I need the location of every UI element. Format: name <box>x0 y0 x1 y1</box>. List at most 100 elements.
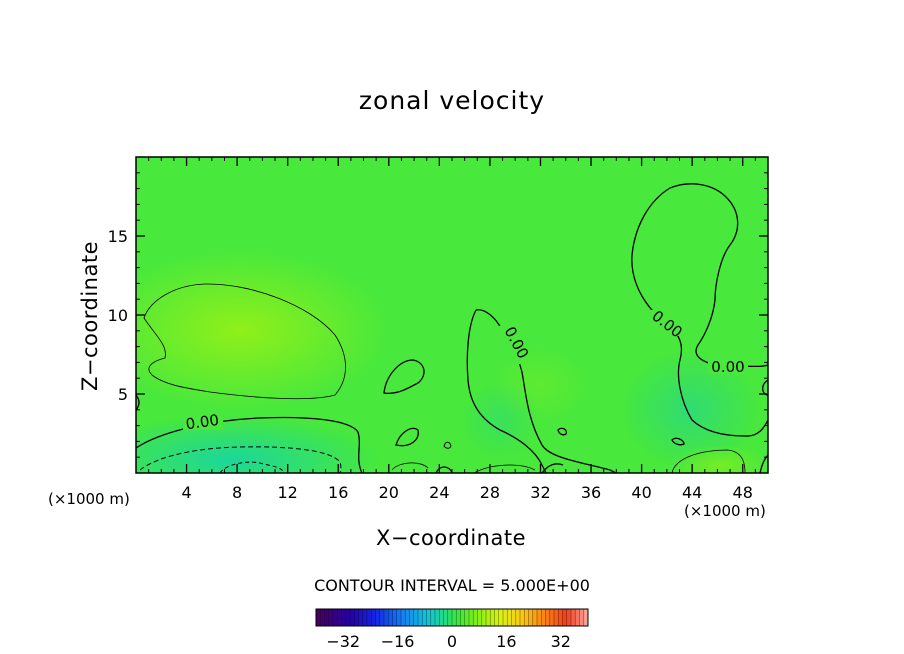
contour-tiny3 <box>435 466 453 473</box>
x-tick-label: 12 <box>278 483 298 502</box>
colorbar-swatch <box>524 609 529 626</box>
contour-zero-corner <box>759 454 768 473</box>
contour-tiny2 <box>391 462 429 471</box>
colorbar-swatch <box>477 609 483 626</box>
colorbar-swatch <box>515 609 521 626</box>
colorbar-swatch <box>571 609 576 626</box>
colorbar-swatch <box>443 609 449 626</box>
colorbar-swatch <box>435 609 440 626</box>
contour-zero-left <box>136 416 363 473</box>
x-axis-ticks: 4 8 12 16 20 24 28 32 36 40 44 48 <box>148 157 756 502</box>
colorbar-swatch <box>554 609 559 626</box>
colorbar-swatch <box>333 609 338 626</box>
contour-zero-right-loop <box>631 183 768 368</box>
colorbar-swatch <box>375 609 381 626</box>
contour-zero-center-left <box>466 309 547 473</box>
colorbar-swatch <box>541 609 546 626</box>
contour-label-bg-2 <box>494 326 520 364</box>
colorbar-frame <box>315 608 589 627</box>
x-tick-label: 4 <box>181 483 191 502</box>
colorbar-swatch <box>520 609 525 626</box>
colorbar-swatch <box>528 609 534 626</box>
colorbar-tick-label: 16 <box>496 632 516 651</box>
contour-negative-small <box>219 461 286 473</box>
colorbar-swatch <box>384 609 389 626</box>
colorbar-swatch <box>452 609 457 626</box>
contour-negative-bottom <box>139 446 342 473</box>
colorbar-swatch <box>396 609 402 626</box>
colorbar-swatch <box>537 609 542 626</box>
colorbar-swatch <box>354 609 359 626</box>
colorbar-swatch <box>490 609 495 626</box>
y-tick-label: 5 <box>118 385 128 404</box>
colorbar-swatch <box>460 609 466 626</box>
contour-positive-right <box>671 449 746 473</box>
colorbar-swatch <box>456 609 461 626</box>
contour-label-bg-1 <box>183 414 223 430</box>
x-axis-label: X−coordinate <box>376 526 526 550</box>
colorbar-swatch <box>430 609 436 626</box>
colorbar-tick-label: 32 <box>551 632 571 651</box>
colorbar-swatch <box>401 609 406 626</box>
colorbar-swatch <box>371 609 376 626</box>
colorbar-swatch <box>566 609 572 626</box>
colorbar-swatch <box>341 609 347 626</box>
colorbar-swatch <box>413 609 419 626</box>
colorbar-swatch <box>337 609 342 626</box>
colorbar-tick-label: −32 <box>326 632 360 651</box>
colorbar-swatch <box>583 609 589 626</box>
contour-zero-edge <box>136 394 140 411</box>
colorbar-swatch <box>439 609 444 626</box>
contour-zero-small2 <box>395 427 419 447</box>
colorbar-swatch <box>367 609 372 626</box>
contour-tiny5 <box>473 464 536 473</box>
x-tick-label: 24 <box>429 483 449 502</box>
colorbar-swatch <box>494 609 500 626</box>
colorbar-ticks: −32 −16 0 16 32 <box>326 632 571 651</box>
negative-anomaly-right <box>620 350 760 470</box>
colorbar-swatch <box>358 609 364 626</box>
contour-lines <box>136 183 768 473</box>
colorbar-swatch <box>486 609 491 626</box>
contour-label-1: 0.00 <box>185 411 221 433</box>
contour-zero-right-edge <box>762 379 768 396</box>
colorbar-swatch <box>511 609 517 626</box>
contour-labels: 0.00 0.00 0.00 0.00 <box>183 307 748 433</box>
x-unit-label-left: (×1000 m) <box>48 490 130 508</box>
x-tick-label: 44 <box>682 483 702 502</box>
contour-tiny4 <box>557 427 568 436</box>
colorbar-swatch <box>316 609 321 626</box>
x-unit-label-right: (×1000 m) <box>684 502 766 520</box>
colorbar-swatch <box>469 609 474 626</box>
colorbar-swatch <box>409 609 415 626</box>
colorbar-swatch <box>392 609 398 626</box>
y-tick-label: 10 <box>108 306 128 325</box>
colorbar-swatch <box>549 609 555 626</box>
x-tick-label: 32 <box>530 483 550 502</box>
contour-zero-small1 <box>383 359 425 394</box>
colorbar-swatch <box>426 609 432 626</box>
y-tick-label: 15 <box>108 227 128 246</box>
negative-anomaly-center <box>460 380 540 460</box>
colorbar-swatch <box>350 609 355 626</box>
x-tick-label: 28 <box>480 483 500 502</box>
x-tick-label: 8 <box>232 483 242 502</box>
contour-label-bg-3 <box>644 310 682 336</box>
colorbar-swatch <box>579 609 585 626</box>
colorbar <box>315 609 589 626</box>
colorbar-swatch <box>422 609 427 626</box>
colorbar-swatch <box>388 609 393 626</box>
colorbar-swatch <box>324 609 330 626</box>
colorbar-swatch <box>345 609 351 626</box>
colorbar-tick-label: 0 <box>447 632 457 651</box>
colorbar-swatch <box>320 609 325 626</box>
x-tick-label: 40 <box>631 483 651 502</box>
contour-zero-right <box>667 324 768 437</box>
chart-title: zonal velocity <box>358 86 546 115</box>
contour-interval-text: CONTOUR INTERVAL = 5.000E+00 <box>314 576 590 595</box>
contour-tiny1 <box>443 441 452 449</box>
x-tick-label: 36 <box>581 483 601 502</box>
contour-zero-center <box>475 309 617 473</box>
colorbar-swatch <box>545 609 551 626</box>
